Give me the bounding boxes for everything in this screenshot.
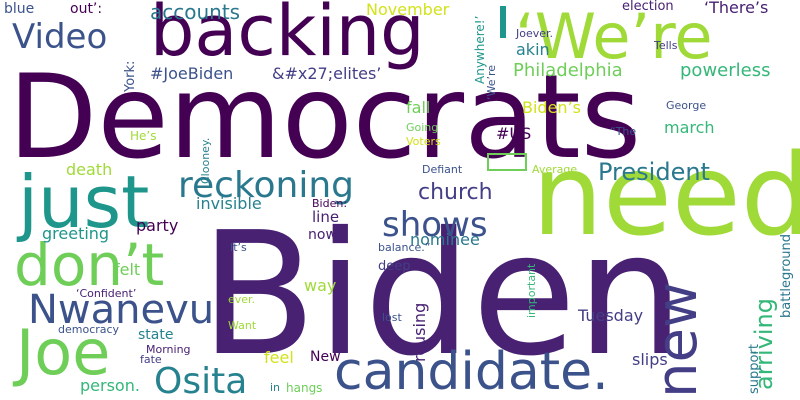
word-election: election bbox=[622, 0, 674, 14]
word-death: death bbox=[66, 160, 113, 179]
word-support-rotated: support bbox=[747, 344, 762, 394]
word-backing: backing bbox=[150, 0, 425, 72]
word-out: out’: bbox=[70, 1, 103, 17]
word-hangs: hangs bbox=[286, 381, 323, 395]
word-joebiden: #JoeBiden bbox=[150, 64, 234, 83]
word-felt: felt bbox=[114, 260, 141, 279]
word-invisible: invisible bbox=[196, 194, 262, 213]
word-rousing-rotated: rousing bbox=[410, 302, 429, 362]
word-reckoning: reckoning bbox=[178, 165, 355, 206]
word-theres: ‘There’s bbox=[704, 0, 769, 17]
word-shows: shows bbox=[382, 205, 488, 245]
word-new-small: New bbox=[310, 349, 341, 365]
vertical-bar-mark bbox=[500, 6, 506, 38]
word-biden: Biden bbox=[200, 196, 685, 394]
word-line: line bbox=[312, 208, 340, 226]
word-george: George bbox=[666, 99, 707, 112]
box-glyph-mark bbox=[487, 153, 527, 171]
word-balance: balance.” bbox=[378, 241, 431, 254]
word-now: now’ bbox=[308, 227, 342, 243]
word-blue: blue bbox=[4, 1, 35, 17]
word-want: Want bbox=[228, 319, 257, 332]
word-democracy: democracy bbox=[58, 323, 120, 336]
word-nwanevu: Nwanevu bbox=[28, 287, 215, 333]
word-confident: ‘Confident’ bbox=[76, 287, 137, 300]
word-greeting: greeting bbox=[42, 224, 110, 243]
word-battleground-rotated: battleground bbox=[779, 233, 794, 318]
word-bidens: Biden’s bbox=[522, 98, 581, 117]
word-average: Average bbox=[532, 163, 578, 176]
word-president: President bbox=[598, 158, 710, 186]
word-party: party bbox=[136, 216, 179, 235]
word-in: in bbox=[270, 381, 281, 394]
word-were-small-rotated: ‘We’re bbox=[485, 64, 498, 100]
word-morning: Morning bbox=[146, 343, 191, 356]
word-biden-colon: Biden: bbox=[312, 197, 348, 210]
word-slips: slips bbox=[632, 350, 668, 369]
word-dont: don’t bbox=[14, 231, 165, 299]
word-accounts: accounts bbox=[150, 0, 241, 24]
word-need: need bbox=[532, 131, 800, 261]
word-church: church bbox=[418, 180, 493, 205]
word-the-quote: “The bbox=[610, 125, 637, 138]
word-its: It’s bbox=[230, 241, 247, 254]
word-philadelphia: Philadelphia bbox=[513, 60, 623, 81]
word-fate: fate bbox=[140, 353, 162, 366]
word-way: way bbox=[304, 276, 337, 295]
word-powerless: powerless bbox=[680, 60, 771, 81]
word-person: person. bbox=[80, 376, 140, 395]
word-nominee: nominee bbox=[410, 230, 480, 249]
word-us: #US bbox=[496, 124, 532, 143]
word-going: Going bbox=[406, 121, 439, 134]
word-lost: lost bbox=[382, 311, 402, 324]
word-joever: Joever. bbox=[516, 27, 554, 40]
word-feel: feel bbox=[264, 348, 294, 367]
word-just: just bbox=[18, 160, 150, 244]
word-elites: &#x27;elites’ bbox=[272, 64, 382, 83]
word-video: Video bbox=[12, 17, 108, 57]
word-fall: fall bbox=[406, 98, 431, 117]
word-joe: Joe bbox=[16, 316, 111, 389]
word-osita: Osita bbox=[154, 361, 248, 400]
word-march: march bbox=[664, 118, 715, 137]
word-were-large: ‘We’re bbox=[515, 0, 713, 73]
word-tuesday: Tuesday bbox=[578, 306, 644, 325]
word-tells: Tells bbox=[654, 39, 678, 52]
word-defiant: Defiant bbox=[422, 163, 463, 176]
word-akin: akin bbox=[516, 40, 550, 59]
word-democrats: Democrats bbox=[8, 50, 642, 185]
word-hes: He’s bbox=[130, 129, 157, 143]
word-deep: deep bbox=[378, 259, 411, 274]
word-new-rotated: new bbox=[645, 282, 710, 398]
word-clooney-rotated: Clooney. bbox=[199, 137, 212, 184]
word-november: November bbox=[366, 0, 450, 19]
word-voters: Voters bbox=[406, 135, 441, 148]
word-york-rotated: York: bbox=[123, 60, 138, 92]
word-candidate: candidate. bbox=[334, 342, 609, 400]
word-important-rotated: important bbox=[525, 263, 538, 318]
word-state: state bbox=[138, 327, 174, 343]
word-ever: ever. bbox=[228, 293, 256, 306]
